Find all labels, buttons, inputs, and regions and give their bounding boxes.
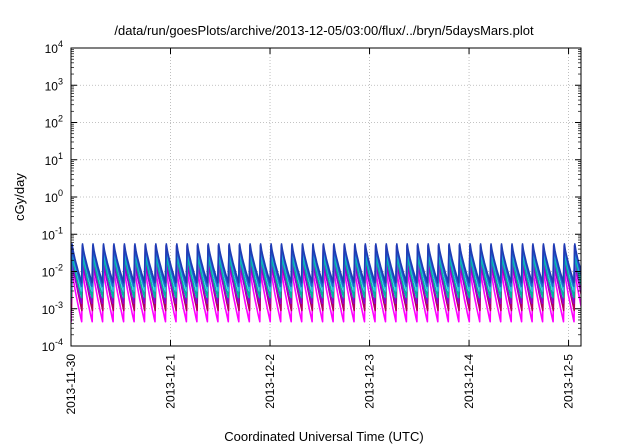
x-tick-label: 2013-11-30 <box>64 354 78 415</box>
series-line <box>71 267 581 323</box>
y-tick-label: 10-2 <box>42 263 63 280</box>
chart-title: /data/run/goesPlots/archive/2013-12-05/0… <box>114 23 534 38</box>
y-tick-label: 104 <box>45 39 63 56</box>
x-axis: 2013-11-30 2013-12-1 2013-12-2 2013-12-3 201… <box>64 48 576 415</box>
series-line <box>71 259 581 305</box>
y-axis: 10-4 10-3 10-2 10-1 100 101 102 103 104 <box>42 39 581 354</box>
plot-area <box>71 243 581 323</box>
x-tick-label: 2013-12-3 <box>363 354 377 409</box>
y-tick-label: 10-4 <box>42 337 63 354</box>
series-line <box>71 244 581 288</box>
series-line <box>71 252 581 299</box>
x-tick-label: 2013-12-2 <box>263 354 277 409</box>
x-tick-label: 2013-12-4 <box>462 354 476 409</box>
y-tick-label: 101 <box>45 151 63 168</box>
grid <box>71 48 581 346</box>
y-tick-label: 10-1 <box>42 225 63 242</box>
series-line <box>71 243 581 284</box>
x-tick-label: 2013-12-1 <box>164 354 178 409</box>
y-tick-label: 102 <box>45 114 63 131</box>
x-tick-label: 2013-12-5 <box>562 354 576 409</box>
y-tick-label: 100 <box>45 188 63 205</box>
series-group <box>71 243 581 323</box>
x-axis-label: Coordinated Universal Time (UTC) <box>224 429 423 444</box>
y-axis-label: cGy/day <box>12 173 27 221</box>
y-tick-label: 10-3 <box>42 300 63 317</box>
y-tick-label: 103 <box>45 76 63 93</box>
